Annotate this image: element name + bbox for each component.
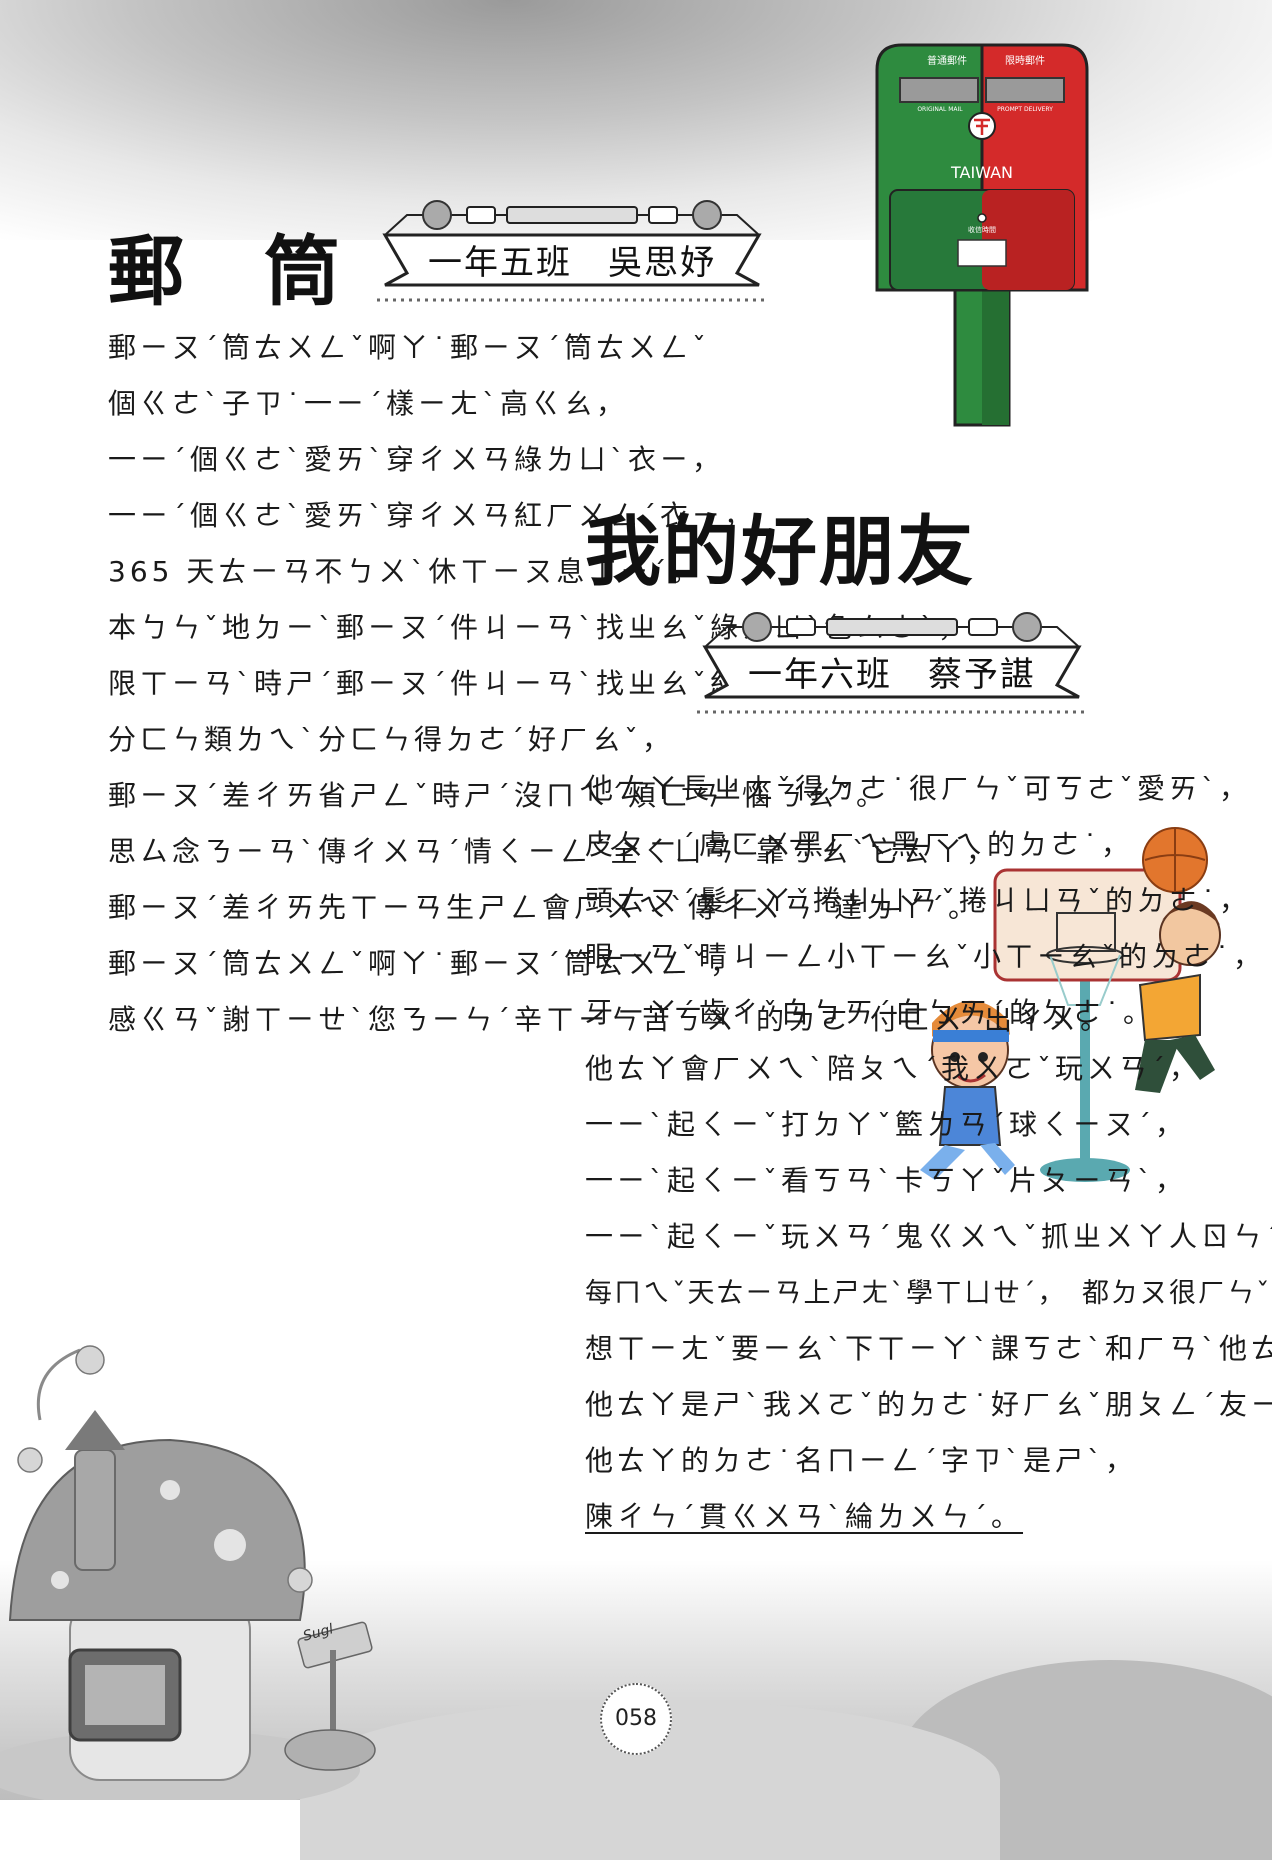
mailbox-right-slot: PROMPT DELIVERY bbox=[997, 106, 1053, 113]
poem1-line: 思ㄙ念ㄋㄧㄢˋ傳ㄔㄨㄢˊ情ㄑㄧㄥˊ全ㄑㄩㄢˊ靠ㄎㄠˋ它ㄊㄚ， bbox=[108, 835, 999, 868]
mailbox-country: TAIWAN bbox=[950, 163, 1014, 182]
poem1-line: 郵ㄧㄡˊ差ㄔㄞ先ㄒㄧㄢ生ㄕㄥ會ㄏㄨㄟˋ傳ㄔㄨㄢˊ達ㄉㄚˊ。 bbox=[108, 891, 981, 924]
poem1-line: 一ㄧˊ個ㄍㄜˋ愛ㄞˋ穿ㄔㄨㄢ紅ㄏㄨㄥˊ衣ㄧ， bbox=[108, 499, 757, 532]
page-number: 058 bbox=[600, 1683, 672, 1755]
poem1-title: 郵 筒 bbox=[108, 227, 342, 316]
basketball-kids-illustration bbox=[920, 827, 1221, 1182]
poem1-line: 個ㄍㄜˋ子ㄗ˙一ㄧˊ樣ㄧㄤˋ高ㄍㄠ， bbox=[108, 387, 629, 420]
poem1-line: 感ㄍㄢˇ謝ㄒㄧㄝˋ您ㄋㄧㄣˊ辛ㄒㄧㄣ苦ㄎㄨˇ的ㄉㄜ˙付ㄈㄨˋ出ㄔㄨ。 bbox=[108, 1003, 1113, 1036]
poem2-line: 他ㄊㄚ的ㄉㄜ˙名ㄇㄧㄥˊ字ㄗˋ是ㄕˋ， bbox=[585, 1444, 1138, 1477]
mailbox-left-slot: ORIGINAL MAIL bbox=[917, 106, 963, 113]
poem2-friend-name: 陳ㄔㄣˊ貫ㄍㄨㄢˋ綸ㄌㄨㄣˊ。 bbox=[585, 1500, 1024, 1533]
poem1-author: 一年五班 吳思妤 bbox=[428, 243, 716, 283]
poem2-line: 他ㄊㄚ是ㄕˋ我ㄨㄛˇ的ㄉㄜ˙好ㄏㄠˇ朋ㄆㄥˊ友ㄧㄡˇ， bbox=[585, 1388, 1272, 1421]
poem2-line: 一ㄧˋ起ㄑㄧˇ打ㄉㄚˇ籃ㄌㄢˊ球ㄑㄧㄡˊ， bbox=[585, 1108, 1188, 1141]
mailbox-time-label: 收信時間 bbox=[968, 226, 996, 234]
mailbox-right-label: 限時郵件 bbox=[1005, 56, 1045, 67]
mushroom-house-illustration bbox=[0, 1345, 376, 1800]
poem1-line: 一ㄧˊ個ㄍㄜˋ愛ㄞˋ穿ㄔㄨㄢ綠ㄌㄩˋ衣ㄧ， bbox=[108, 443, 725, 476]
poem1-author-banner: 一年五班 吳思妤 bbox=[377, 195, 767, 305]
poem2-line: 他ㄊㄚ長ㄓㄤˇ得ㄉㄜ˙很ㄏㄣˇ可ㄎㄜˇ愛ㄞˋ， bbox=[585, 772, 1252, 805]
poem2-author-banner: 一年六班 蔡予諶 bbox=[697, 607, 1087, 717]
banner-ribbon-icon bbox=[377, 200, 767, 302]
poem2-author: 一年六班 蔡予諶 bbox=[748, 655, 1036, 695]
poem1-line: 郵ㄧㄡˊ差ㄔㄞ省ㄕㄥˇ時ㄕˊ沒ㄇㄟˊ煩ㄈㄢˊ惱ㄋㄠˇ。 bbox=[108, 779, 889, 812]
poem2-line: 想ㄒㄧㄤˇ要ㄧㄠˋ下ㄒㄧㄚˋ課ㄎㄜˋ和ㄏㄢˋ他ㄊㄚ一ㄧˋ起ㄑㄧˇ玩ㄨㄢˊ。 bbox=[585, 1332, 1272, 1365]
poem1-line: 郵ㄧㄡˊ筒ㄊㄨㄥˇ啊ㄚ˙郵ㄧㄡˊ筒ㄊㄨㄥˇ bbox=[108, 331, 711, 364]
poem2-line: 每ㄇㄟˇ天ㄊㄧㄢ上ㄕㄤˋ學ㄒㄩㄝˊ， 都ㄉㄡ很ㄏㄣˇ期ㄑㄧ待ㄉㄞˋ見ㄐㄧㄢˋ到ㄉ… bbox=[585, 1278, 1272, 1309]
poem2-line: 皮ㄆㄧˊ膚ㄈㄨ黑ㄏㄟ黑ㄏㄟ的ㄉㄜ˙， bbox=[585, 828, 1134, 861]
poem2-line: 一ㄧˋ起ㄑㄧˇ玩ㄨㄢˊ鬼ㄍㄨㄟˇ抓ㄓㄨㄚ人ㄖㄣˊ。 bbox=[585, 1220, 1272, 1253]
poem2-line: 一ㄧˋ起ㄑㄧˇ看ㄎㄢˋ卡ㄎㄚˇ片ㄆㄧㄢˋ， bbox=[585, 1164, 1188, 1197]
poem2-line: 牙ㄧㄚˊ齒ㄔˇ白ㄅㄞˊ白ㄅㄞˊ的ㄉㄜ˙。 bbox=[585, 996, 1156, 1029]
poem1-line: 郵ㄧㄡˊ筒ㄊㄨㄥˇ啊ㄚ˙郵ㄧㄡˊ筒ㄊㄨㄥˇ， bbox=[108, 947, 743, 980]
poem1-line: 365 天ㄊㄧㄢ不ㄅㄨˋ休ㄒㄧㄡ息ㄒㄧˊ。 bbox=[108, 555, 703, 588]
mailbox-illustration bbox=[875, 43, 1089, 427]
banner-ribbon-icon bbox=[697, 612, 1087, 714]
mailbox-left-label: 普通郵件 bbox=[927, 56, 967, 67]
poem2-title: 我的好朋友 bbox=[585, 507, 975, 596]
poem2-line: 頭ㄊㄡˊ髮ㄈㄚˇ捲ㄐㄩㄢˇ捲ㄐㄩㄢˇ的ㄉㄜ˙， bbox=[585, 884, 1252, 917]
poem2-line: 他ㄊㄚ會ㄏㄨㄟˋ陪ㄆㄟˊ我ㄨㄛˇ玩ㄨㄢˊ， bbox=[585, 1052, 1202, 1085]
poem1-line: 分ㄈㄣ類ㄌㄟˋ分ㄈㄣ得ㄉㄜˊ好ㄏㄠˇ， bbox=[108, 723, 675, 756]
poem2-line: 眼ㄧㄢˇ睛ㄐㄧㄥ小ㄒㄧㄠˇ小ㄒㄧㄠˇ的ㄉㄜ˙， bbox=[585, 940, 1266, 973]
